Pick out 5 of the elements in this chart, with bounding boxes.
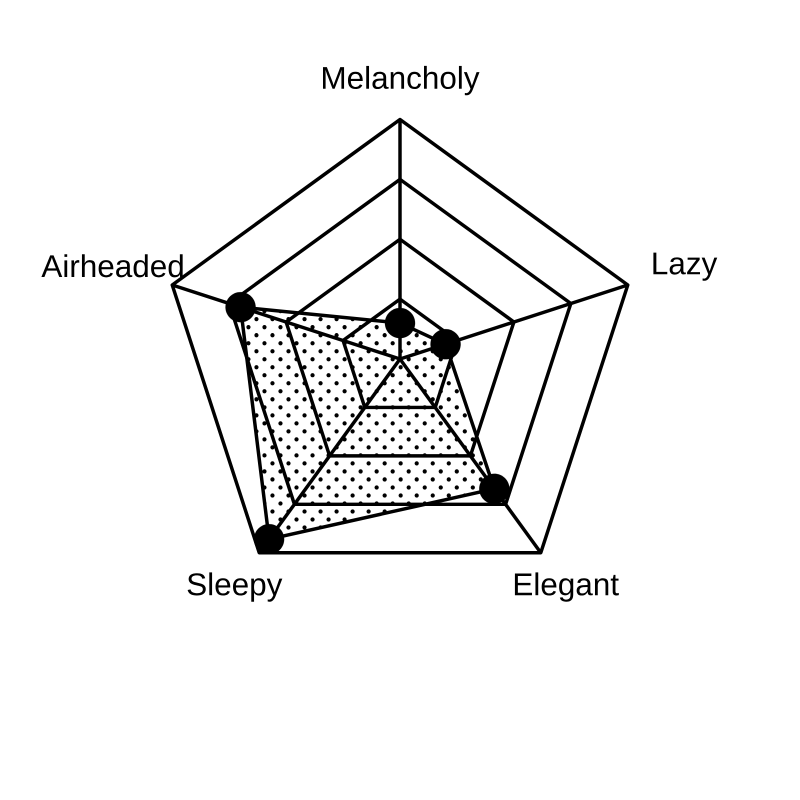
spoke-label: Lazy xyxy=(653,252,718,281)
spoke-label: Melancholy xyxy=(322,66,480,96)
spoke-label: Sleepy xyxy=(188,572,282,602)
spoke-label: Airheaded xyxy=(41,254,183,278)
spoke-label: Elegant xyxy=(514,572,619,602)
